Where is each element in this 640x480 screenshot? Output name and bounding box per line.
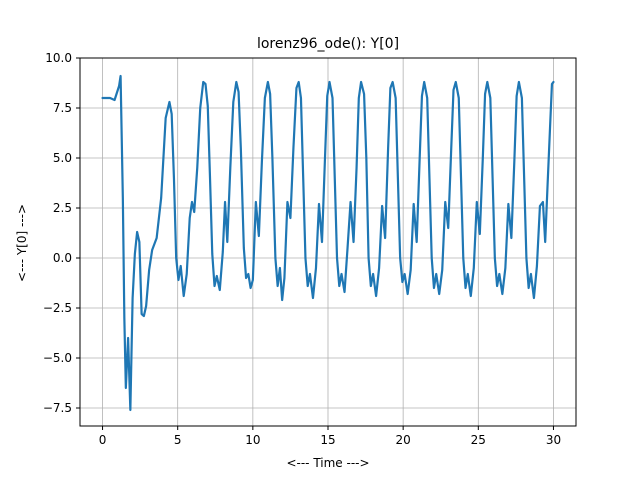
- y-axis-label: <--- Y[0] --->: [15, 204, 29, 282]
- x-tick-label: 15: [320, 433, 335, 447]
- x-ticks: 0 5 10 15 20 25 30: [99, 426, 561, 447]
- y-tick-label: −2.5: [43, 301, 72, 315]
- series-line-0: [101, 74, 555, 412]
- y-tick-label: 7.5: [53, 101, 72, 115]
- y-ticks: −7.5 −5.0 −2.5 0.0 2.5 5.0 7.5 10.0: [43, 51, 80, 415]
- x-tick-label: 30: [546, 433, 561, 447]
- x-tick-label: 5: [174, 433, 182, 447]
- y-tick-label: −7.5: [43, 401, 72, 415]
- y-tick-label: −5.0: [43, 351, 72, 365]
- series-layer: [101, 74, 555, 412]
- y-tick-label: 2.5: [53, 201, 72, 215]
- y-tick-label: 10.0: [45, 51, 72, 65]
- x-tick-label: 10: [245, 433, 260, 447]
- x-tick-label: 25: [471, 433, 486, 447]
- x-axis-label: <--- Time --->: [286, 456, 369, 470]
- x-tick-label: 0: [99, 433, 107, 447]
- y-tick-label: 0.0: [53, 251, 72, 265]
- chart-title: lorenz96_ode(): Y[0]: [257, 36, 399, 52]
- y-tick-label: 5.0: [53, 151, 72, 165]
- x-tick-label: 20: [396, 433, 411, 447]
